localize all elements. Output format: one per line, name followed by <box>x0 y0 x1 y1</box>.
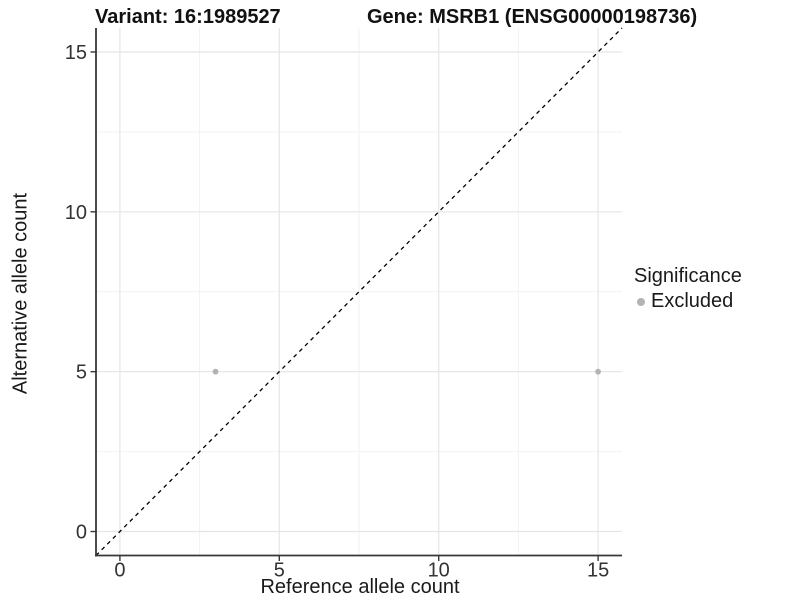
x-axis-title: Reference allele count <box>260 576 460 598</box>
y-tick-label: 10 <box>65 202 87 224</box>
y-tick-label: 15 <box>65 42 87 64</box>
legend: Significance Excluded <box>634 265 742 313</box>
legend-title: Significance <box>634 265 742 287</box>
legend-item-label: Excluded <box>651 290 734 312</box>
y-tick-label: 5 <box>76 362 87 384</box>
data-point <box>595 368 601 375</box>
gene-title: Gene: MSRB1 (ENSG00000198736) <box>367 6 698 28</box>
variant-title: Variant: 16:1989527 <box>95 6 281 28</box>
y-axis-title: Alternative allele count <box>9 192 32 395</box>
x-tick-label: 10 <box>428 560 450 582</box>
legend-item-excluded: Excluded <box>634 290 742 313</box>
y-tick-label: 0 <box>76 522 87 544</box>
legend-point-icon <box>637 297 645 306</box>
data-point <box>212 368 219 375</box>
x-tick-label: 5 <box>274 560 285 582</box>
x-tick-label: 0 <box>114 560 125 582</box>
x-tick-label: 15 <box>587 560 609 582</box>
